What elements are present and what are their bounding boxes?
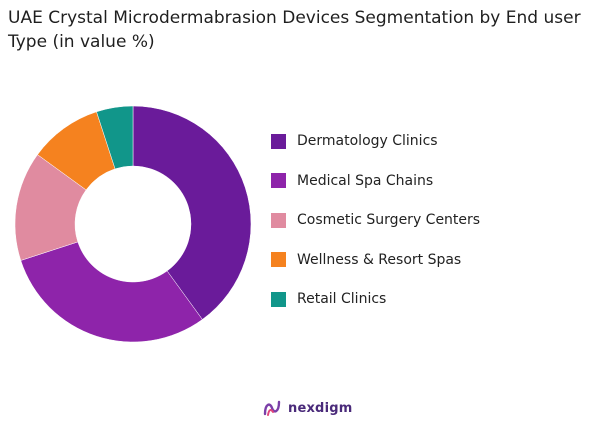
legend-swatch <box>271 252 286 267</box>
legend-item-retail-clinics: Retail Clinics <box>271 289 480 309</box>
legend-label: Retail Clinics <box>297 291 387 307</box>
nexdigm-logo-icon <box>263 400 281 416</box>
legend-label: Wellness & Resort Spas <box>297 251 462 268</box>
legend-swatch <box>271 291 286 307</box>
chart-title: UAE Crystal Microdermabrasion Devices Se… <box>8 8 581 52</box>
legend-swatch <box>271 173 286 188</box>
legend-item-wellness-resort-spas: Wellness & Resort Spas <box>271 250 480 270</box>
brand-footer: nexdigm <box>262 398 352 418</box>
donut-slice-medical-spa-chains <box>20 241 203 343</box>
donut-slice-retail-clinics <box>96 105 134 170</box>
chart-legend: Dermatology Clinics Medical Spa Chains C… <box>271 131 480 329</box>
legend-swatch <box>271 212 286 228</box>
donut-slice-dermatology-clinics <box>132 105 252 320</box>
legend-item-cosmetic-surgery-centers: Cosmetic Surgery Centers <box>271 210 480 230</box>
legend-label: Dermatology Clinics <box>297 133 438 149</box>
legend-item-medical-spa-chains: Medical Spa Chains <box>271 171 480 191</box>
legend-label: Medical Spa Chains <box>297 172 434 189</box>
legend-item-dermatology-clinics: Dermatology Clinics <box>271 131 480 151</box>
legend-swatch <box>271 133 286 149</box>
brand-name: nexdigm <box>288 400 353 416</box>
legend-label: Cosmetic Surgery Centers <box>297 212 481 228</box>
